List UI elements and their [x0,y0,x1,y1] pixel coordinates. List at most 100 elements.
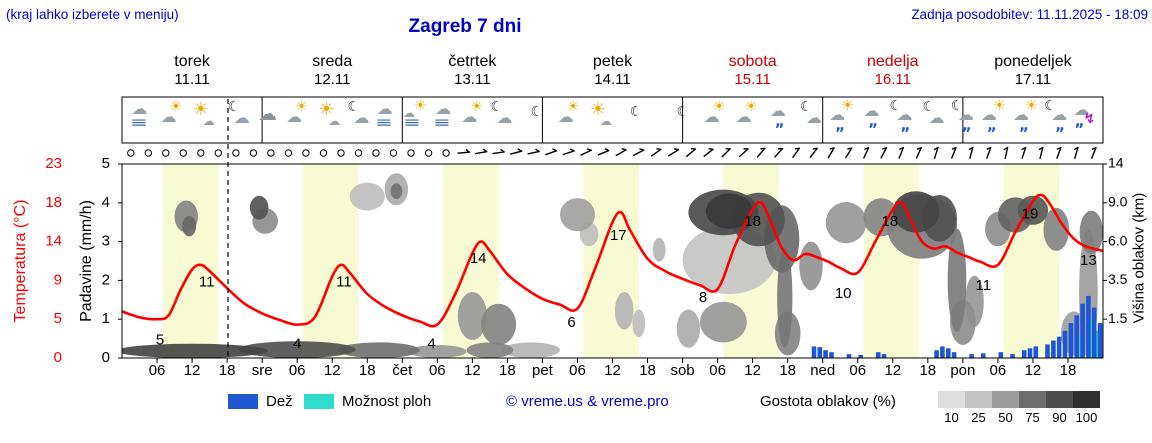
temperature-value-label: 11 [199,273,215,290]
temperature-value-label: 18 [882,213,899,230]
x-axis-tick: 12 [884,362,901,379]
x-axis-tick: sre [252,362,273,379]
precip-axis-label: Padavine (mm/h) [78,200,95,322]
x-axis-tick: pet [532,362,554,379]
x-axis-tick: 12 [1025,362,1042,379]
temperature-axis-label: Temperatura (°C) [12,199,29,323]
temperature-value-label: 8 [699,289,707,306]
temp-axis-tick: 0 [54,349,62,366]
temp-axis-tick: 9 [54,271,62,288]
x-axis-tick: 18 [779,362,796,379]
rain-bars [811,295,1103,358]
x-axis-tick: 06 [289,362,306,379]
page-title: Zagreb 7 dni [408,16,522,37]
x-axis-tick: ned [810,362,835,379]
calm-wind-icon [302,149,310,157]
temperature-value-labels: 5 11 4 11 4 14 6 17 8 18 10 18 11 19 13 [156,205,1097,352]
temperature-value-label: 4 [427,335,435,352]
cloud-height-axis-label: Višina oblakov (km) [1130,192,1148,324]
wind-barb-icon: ⇀ [942,143,966,164]
x-axis-tick: 12 [604,362,621,379]
calm-wind-icon [127,149,135,157]
temp-axis-tick: 18 [45,194,62,211]
menu-note: (kraj lahko izberete v meniju) [6,7,179,22]
wind-barb-icon: ⇀ [977,143,1001,163]
cloud-axis-tick: 6.0 [1108,232,1128,248]
x-axis-tick: 12 [744,362,761,379]
calm-wind-icon [249,149,258,157]
icon-strip-frame [121,96,1104,144]
temp-axis-tick: 5 [54,310,62,327]
wind-barb-icon: ⇀ [525,142,543,165]
calm-wind-icon [267,149,275,157]
calm-wind-icon [389,149,398,157]
wind-barb-icon: ⇀ [1012,143,1035,163]
x-axis-tick: 06 [569,362,586,379]
wind-barb-icon: ⇀ [593,141,614,165]
cloud-axis-tick: 9.0 [1108,194,1128,210]
calm-wind-icon [179,149,188,157]
wind-barb-icon: ⇀ [490,142,507,164]
temperature-value-label: 10 [835,285,852,302]
cloud-axis-tick: 14 [1108,155,1124,171]
calm-wind-icon [162,149,170,157]
calm-wind-icon [319,149,328,157]
calm-wind-icon [144,149,153,157]
x-axis-tick: 06 [990,362,1007,379]
temperature-curve [122,193,1103,328]
x-axis-tick: 12 [184,362,201,379]
x-axis-tick: pon [950,362,975,379]
wind-barb-icon: ⇀ [960,144,983,163]
precip-axis-tick: 3 [102,233,110,250]
precip-axis-tick: 0 [102,349,110,366]
temperature-value-label: 13 [1080,252,1097,269]
x-axis-tick: 18 [639,362,656,379]
wind-barb-icon: ⇀ [541,141,561,165]
precip-axis-tick: 5 [102,155,110,172]
calm-wind-icon [337,149,345,157]
temperature-curve-layer [122,193,1103,328]
x-axis-tick: 18 [499,362,516,379]
temperature-value-label: 14 [470,250,487,267]
wind-barb-icon: ⇀ [1047,143,1071,163]
wind-barb-icon: ⇀ [1030,144,1053,163]
wind-barb-icon: ⇀ [472,142,490,164]
x-axis-tick: 06 [149,362,166,379]
copyright-link[interactable]: © vreme.us & vreme.pro [506,393,669,410]
calm-wind-icon [407,149,415,157]
day-separators [261,97,964,143]
wind-barb-icon: ⇀ [456,142,472,163]
precip-axis-tick: 1 [102,310,110,327]
wind-barb-icon: ⇀ [610,141,632,165]
calm-wind-icon [284,149,293,157]
precip-axis-tick: 4 [102,194,110,211]
x-axis-tick: 06 [429,362,446,379]
calm-wind-icon [214,149,223,157]
wind-barb-icon: ⇀ [1082,143,1106,164]
x-axis-tick: 18 [359,362,376,379]
temperature-value-label: 11 [976,277,992,294]
temperature-value-label: 17 [610,227,627,244]
temperature-value-label: 11 [336,273,352,290]
temperature-value-label: 5 [156,331,164,348]
x-axis-tick: čet [392,362,413,379]
wind-barb-icon: ⇀ [576,141,597,165]
calm-wind-icon [372,149,380,157]
cloud-axis-tick: 1.5 [1108,310,1128,326]
temperature-value-label: 19 [1022,205,1039,222]
temp-axis-tick: 14 [45,233,62,250]
x-axis-tick: 18 [219,362,236,379]
precip-axis-tick: 2 [102,271,110,288]
x-axis-tick: 06 [849,362,866,379]
x-axis-tick: 18 [1060,362,1077,379]
x-axis-tick: 12 [324,362,341,379]
temperature-value-label: 18 [744,213,761,230]
calm-wind-icon [197,149,205,157]
calm-wind-icon [232,149,240,157]
cloud-axis-tick: 3.5 [1108,271,1128,287]
calm-wind-icon [424,149,433,157]
temperature-value-label: 6 [567,314,575,331]
